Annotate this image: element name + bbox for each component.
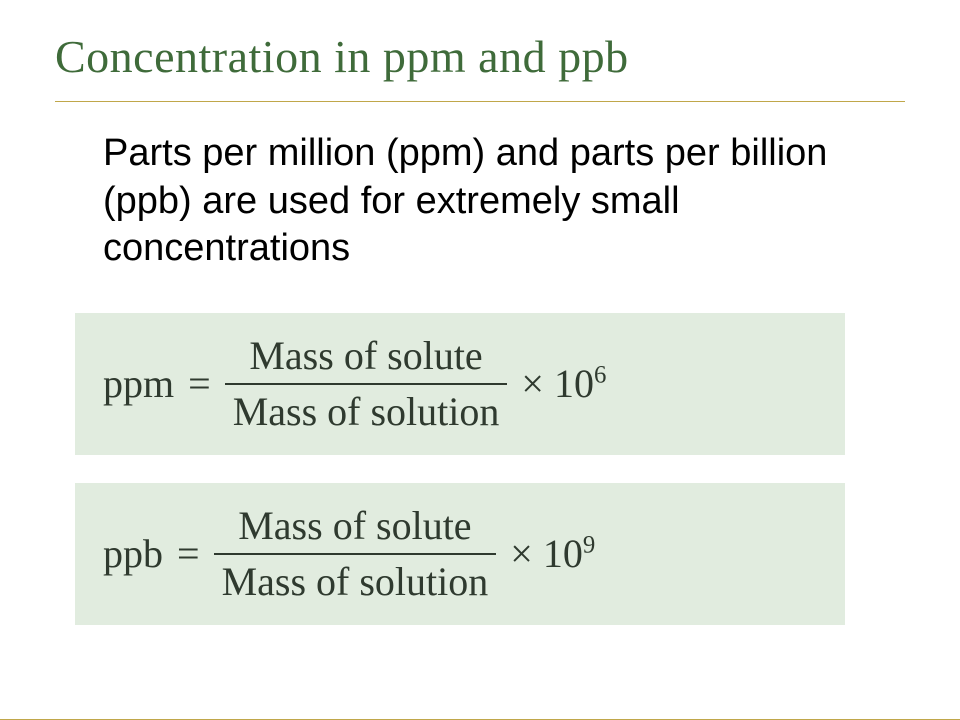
multiplier: 109: [543, 530, 595, 577]
multiplier-exponent: 9: [583, 532, 595, 559]
multiply-sign: ×: [521, 360, 544, 407]
title-underline: Concentration in ppm and ppb: [55, 30, 905, 102]
slide-body-text: Parts per million (ppm) and parts per bi…: [103, 130, 885, 273]
formula-lhs: ppm: [103, 360, 174, 407]
fraction-numerator: Mass of solute: [241, 331, 490, 383]
formula-fraction: Mass of solute Mass of solution: [214, 501, 497, 607]
slide: Concentration in ppm and ppb Parts per m…: [0, 0, 960, 720]
slide-title: Concentration in ppm and ppb: [55, 30, 905, 83]
multiplier-exponent: 6: [594, 362, 606, 389]
multiplier-base: 10: [554, 361, 594, 406]
multiply-sign: ×: [510, 530, 533, 577]
multiplier: 106: [554, 360, 606, 407]
fraction-denominator: Mass of solution: [225, 383, 508, 437]
equals-sign: =: [177, 530, 200, 577]
fraction-denominator: Mass of solution: [214, 553, 497, 607]
formula-fraction: Mass of solute Mass of solution: [225, 331, 508, 437]
multiplier-base: 10: [543, 531, 583, 576]
equals-sign: =: [188, 360, 211, 407]
formula-ppb: ppb = Mass of solute Mass of solution × …: [75, 483, 845, 625]
fraction-numerator: Mass of solute: [230, 501, 479, 553]
formula-ppm: ppm = Mass of solute Mass of solution × …: [75, 313, 845, 455]
formula-lhs: ppb: [103, 530, 163, 577]
